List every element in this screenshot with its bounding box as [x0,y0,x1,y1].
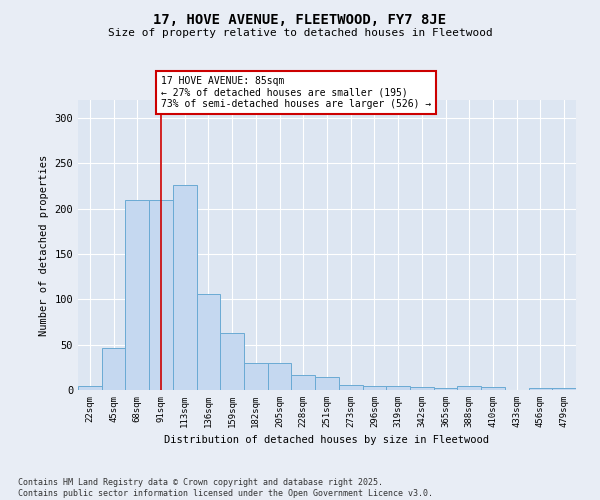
Bar [410,388,434,390]
Bar [434,388,457,390]
Bar [197,294,220,390]
Text: 17 HOVE AVENUE: 85sqm
← 27% of detached houses are smaller (195)
73% of semi-det: 17 HOVE AVENUE: 85sqm ← 27% of detached … [161,76,431,109]
Bar [125,200,149,390]
Bar [552,388,576,390]
Bar [529,388,552,390]
Bar [386,386,410,390]
Y-axis label: Number of detached properties: Number of detached properties [39,154,49,336]
Text: Size of property relative to detached houses in Fleetwood: Size of property relative to detached ho… [107,28,493,38]
Bar [102,348,125,390]
Text: 17, HOVE AVENUE, FLEETWOOD, FY7 8JE: 17, HOVE AVENUE, FLEETWOOD, FY7 8JE [154,12,446,26]
Bar [339,384,362,390]
Bar [268,363,292,390]
Text: Contains HM Land Registry data © Crown copyright and database right 2025.
Contai: Contains HM Land Registry data © Crown c… [18,478,433,498]
Bar [173,185,197,390]
Bar [220,333,244,390]
Bar [362,386,386,390]
Bar [292,374,315,390]
Bar [457,386,481,390]
Bar [244,363,268,390]
Bar [481,388,505,390]
Bar [149,200,173,390]
Bar [78,386,102,390]
Bar [315,378,339,390]
X-axis label: Distribution of detached houses by size in Fleetwood: Distribution of detached houses by size … [164,436,490,446]
